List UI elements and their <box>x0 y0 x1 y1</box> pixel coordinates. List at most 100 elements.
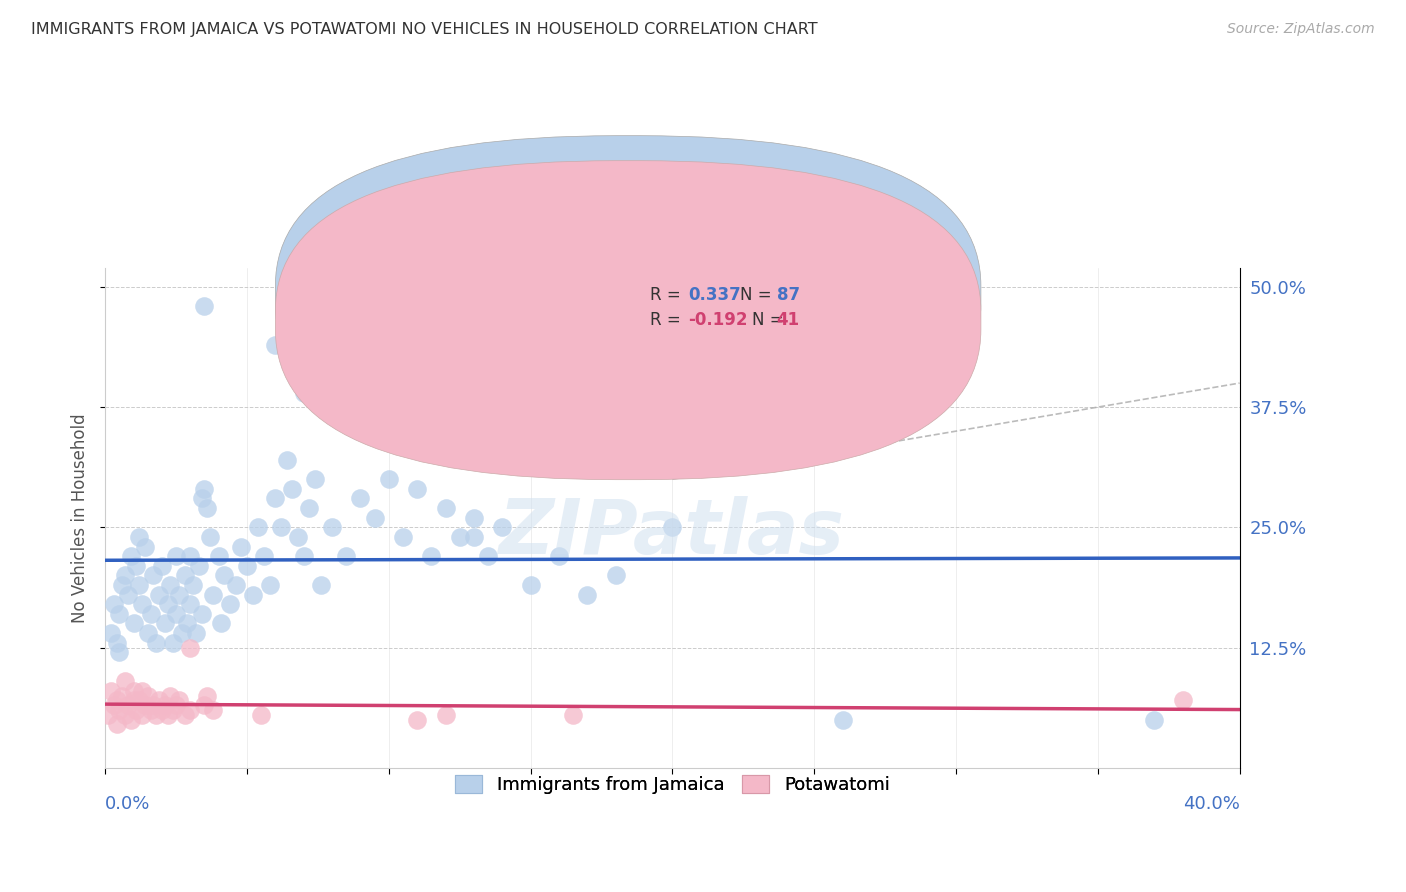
Point <box>548 549 571 563</box>
Point <box>831 713 853 727</box>
Point <box>214 568 236 582</box>
Point <box>150 703 173 717</box>
Point <box>363 510 385 524</box>
Point <box>173 568 195 582</box>
Point <box>195 501 218 516</box>
Point <box>378 472 401 486</box>
Legend: Immigrants from Jamaica, Potawatomi: Immigrants from Jamaica, Potawatomi <box>449 767 897 801</box>
Point <box>187 558 209 573</box>
Point <box>153 698 176 713</box>
Point <box>605 568 627 582</box>
Point <box>122 683 145 698</box>
Point <box>165 698 187 713</box>
Point <box>231 540 253 554</box>
Point <box>242 588 264 602</box>
Point <box>134 540 156 554</box>
Text: R =: R = <box>650 311 686 329</box>
Point <box>335 549 357 563</box>
Point <box>392 530 415 544</box>
Point <box>120 713 142 727</box>
Point <box>208 549 231 563</box>
Point <box>434 501 457 516</box>
Text: IMMIGRANTS FROM JAMAICA VS POTAWATOMI NO VEHICLES IN HOUSEHOLD CORRELATION CHART: IMMIGRANTS FROM JAMAICA VS POTAWATOMI NO… <box>31 22 817 37</box>
Point <box>134 698 156 713</box>
Point <box>270 520 292 534</box>
Point <box>131 597 153 611</box>
Point <box>247 520 270 534</box>
Point <box>190 607 212 621</box>
Text: N =: N = <box>741 286 778 304</box>
Y-axis label: No Vehicles in Household: No Vehicles in Household <box>72 413 89 623</box>
Point <box>576 588 599 602</box>
Point <box>463 530 485 544</box>
Point <box>321 520 343 534</box>
Point <box>167 588 190 602</box>
Point <box>105 636 128 650</box>
Point <box>276 453 298 467</box>
Point <box>114 568 136 582</box>
FancyBboxPatch shape <box>599 277 859 340</box>
Point <box>406 482 429 496</box>
Point <box>264 337 287 351</box>
Point <box>148 588 170 602</box>
Point <box>108 645 131 659</box>
Point <box>170 626 193 640</box>
Point <box>122 693 145 707</box>
Point <box>165 549 187 563</box>
Point <box>131 707 153 722</box>
Point <box>105 717 128 731</box>
FancyBboxPatch shape <box>276 161 981 480</box>
Point <box>150 558 173 573</box>
Point <box>100 626 122 640</box>
Point <box>128 578 150 592</box>
FancyBboxPatch shape <box>276 136 981 455</box>
Point <box>142 568 165 582</box>
Point <box>219 597 242 611</box>
Text: 41: 41 <box>776 311 800 329</box>
Point <box>434 707 457 722</box>
Point <box>661 520 683 534</box>
Point <box>117 588 139 602</box>
Point <box>201 588 224 602</box>
Point <box>477 549 499 563</box>
Point <box>449 530 471 544</box>
Point <box>105 693 128 707</box>
Text: ZIPatlas: ZIPatlas <box>499 496 845 570</box>
Point <box>179 597 201 611</box>
Point <box>156 597 179 611</box>
Text: 0.0%: 0.0% <box>105 795 150 814</box>
Point <box>406 713 429 727</box>
Point <box>145 707 167 722</box>
Text: 87: 87 <box>776 286 800 304</box>
Point <box>153 616 176 631</box>
Point <box>519 578 541 592</box>
Point <box>136 626 159 640</box>
Point <box>321 299 343 313</box>
Point <box>491 520 513 534</box>
Text: 0.337: 0.337 <box>689 286 741 304</box>
Point <box>193 698 215 713</box>
Point <box>298 501 321 516</box>
Point <box>159 689 181 703</box>
Text: -0.192: -0.192 <box>689 311 748 329</box>
Text: 40.0%: 40.0% <box>1182 795 1240 814</box>
Point <box>114 707 136 722</box>
Point <box>167 693 190 707</box>
Text: R =: R = <box>650 286 686 304</box>
Point <box>264 491 287 506</box>
Point <box>292 549 315 563</box>
Point <box>179 549 201 563</box>
Point <box>281 482 304 496</box>
Point <box>250 707 273 722</box>
Point <box>198 530 221 544</box>
Point <box>111 578 134 592</box>
Point <box>142 698 165 713</box>
Point <box>287 530 309 544</box>
Point <box>108 703 131 717</box>
Point <box>349 491 371 506</box>
Point <box>1171 693 1194 707</box>
Point <box>193 482 215 496</box>
Text: N =: N = <box>752 311 789 329</box>
Point <box>236 558 259 573</box>
Point <box>114 674 136 689</box>
